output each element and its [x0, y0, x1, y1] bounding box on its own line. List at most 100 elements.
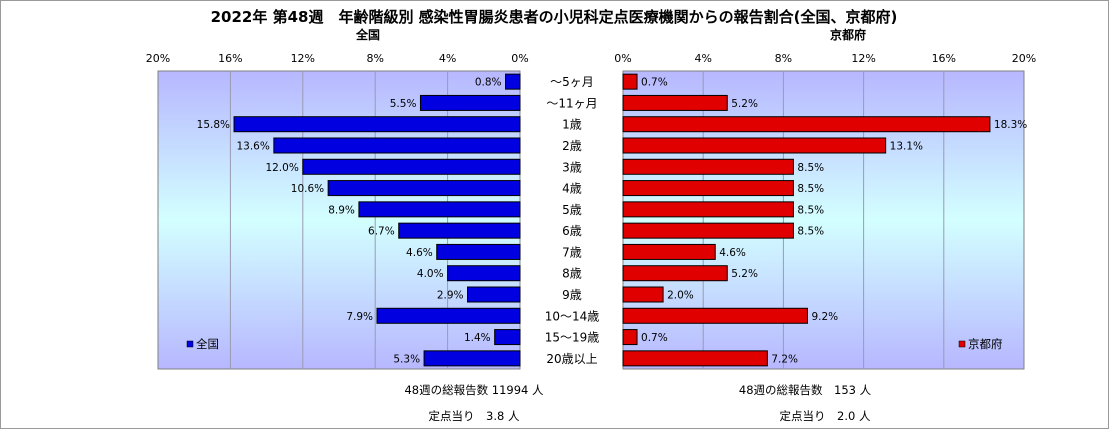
x-tick-label: 8%: [775, 52, 792, 65]
bar: [302, 158, 521, 175]
right-panel: 0% 4% 8% 12% 16% 20% 0.7% 5.2% 18.3% 13.1% 8.5% 8.5…: [614, 52, 1036, 370]
category-label: 15～19歳: [545, 331, 600, 345]
x-tick-label: 0%: [614, 52, 631, 65]
bar: [622, 137, 887, 154]
data-label: 8.9%: [328, 204, 355, 216]
data-label: 15.8%: [197, 119, 230, 131]
data-label: 2.0%: [667, 290, 694, 302]
data-label: 8.5%: [797, 204, 824, 216]
bar: [622, 158, 794, 175]
bar: [622, 73, 638, 90]
category-labels: ～5ヶ月 ～11ヶ月 1歳 2歳 3歳 4歳 5歳 6歳 7歳 8歳 9歳 10～14歳 15～19歳 2…: [545, 75, 600, 366]
bar: [423, 350, 521, 367]
x-tick-label: 0%: [511, 52, 528, 65]
bar: [273, 137, 521, 154]
category-label: 6歳: [562, 224, 582, 238]
legend-label: 全国: [196, 337, 219, 351]
data-label: 6.7%: [368, 226, 395, 238]
category-label: 1歳: [562, 118, 582, 132]
data-label: 5.2%: [731, 268, 758, 280]
data-label: 8.5%: [797, 162, 824, 174]
category-label: 2歳: [562, 139, 582, 153]
bar: [358, 201, 521, 218]
bar: [398, 222, 521, 239]
category-label: 20歳以上: [546, 352, 597, 366]
x-tick-label: 8%: [366, 52, 383, 65]
category-label: 4歳: [562, 182, 582, 196]
data-label: 5.5%: [390, 98, 417, 110]
bar: [622, 265, 728, 282]
bar: [419, 94, 521, 111]
bar: [622, 94, 728, 111]
data-label: 2.9%: [437, 290, 464, 302]
national-total-label: 48週の総報告数 11994 人: [404, 383, 544, 397]
x-tick-label: 20%: [1012, 52, 1036, 65]
data-label: 8.5%: [797, 183, 824, 195]
data-label: 18.3%: [994, 119, 1027, 131]
bar: [447, 265, 521, 282]
category-label: 7歳: [562, 245, 582, 259]
data-label: 5.3%: [393, 353, 420, 365]
data-label: 0.8%: [475, 77, 502, 89]
data-label: 4.6%: [406, 247, 433, 259]
data-label: 0.7%: [641, 332, 668, 344]
data-label: 13.1%: [890, 141, 923, 153]
kyoto-total-label: 48週の総報告数 153 人: [739, 383, 872, 397]
category-label: ～11ヶ月: [546, 96, 597, 110]
x-tick-label: 4%: [439, 52, 456, 65]
bar: [327, 180, 521, 197]
category-label: 5歳: [562, 203, 582, 217]
x-tick-label: 12%: [291, 52, 315, 65]
bar: [622, 329, 638, 346]
data-label: 4.0%: [417, 268, 444, 280]
left-panel: 0% 4% 8% 12% 16% 20% 0.8% 5.5% 15.8% 13.6% 12.0% 10…: [146, 52, 529, 370]
data-label: 5.2%: [731, 98, 758, 110]
data-label: 12.0%: [265, 162, 298, 174]
bar: [622, 201, 794, 218]
x-tick-label: 16%: [218, 52, 242, 65]
data-label: 0.7%: [641, 77, 668, 89]
plot-area: [157, 70, 521, 370]
x-tick-label: 12%: [851, 52, 875, 65]
legend-marker: [186, 340, 194, 348]
category-label: ～5ヶ月: [550, 75, 594, 89]
left-panel-title: 全国: [355, 27, 380, 42]
bar: [622, 286, 664, 303]
x-tick-label: 4%: [694, 52, 711, 65]
bar: [233, 116, 521, 133]
right-panel-title: 京都府: [830, 27, 866, 42]
bar: [622, 243, 716, 260]
data-label: 4.6%: [719, 247, 746, 259]
data-label: 10.6%: [291, 183, 324, 195]
kyoto-per-site-label: 定点当り 2.0 人: [780, 409, 871, 423]
bar: [436, 243, 521, 260]
legend-label: 京都府: [968, 337, 1003, 351]
national-per-site-label: 定点当り 3.8 人: [429, 409, 520, 423]
bar: [505, 73, 521, 90]
bar: [376, 307, 521, 324]
x-tick-label: 20%: [146, 52, 170, 65]
data-label: 13.6%: [236, 141, 269, 153]
category-label: 9歳: [562, 288, 582, 302]
chart-title: 2022年 第48週 年齢階級別 感染性胃腸炎患者の小児科定点医療機関からの報告…: [211, 8, 898, 26]
bar: [494, 329, 521, 346]
data-label: 7.2%: [771, 353, 798, 365]
data-label: 7.9%: [346, 311, 373, 323]
bar: [622, 222, 794, 239]
category-label: 10～14歳: [545, 309, 600, 323]
bar: [622, 180, 794, 197]
category-label: 3歳: [562, 160, 582, 174]
bar: [467, 286, 521, 303]
data-label: 8.5%: [797, 226, 824, 238]
legend-marker: [958, 340, 966, 348]
data-label: 1.4%: [464, 332, 491, 344]
data-label: 9.2%: [811, 311, 838, 323]
bar: [622, 307, 808, 324]
bar: [622, 116, 991, 133]
plot-area: [622, 70, 1025, 370]
x-tick-label: 16%: [932, 52, 956, 65]
category-label: 8歳: [562, 267, 582, 281]
bar: [622, 350, 768, 367]
